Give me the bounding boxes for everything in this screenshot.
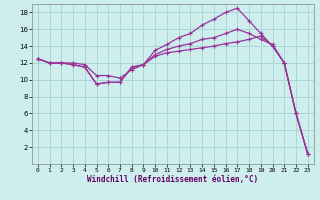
X-axis label: Windchill (Refroidissement éolien,°C): Windchill (Refroidissement éolien,°C) (87, 175, 258, 184)
